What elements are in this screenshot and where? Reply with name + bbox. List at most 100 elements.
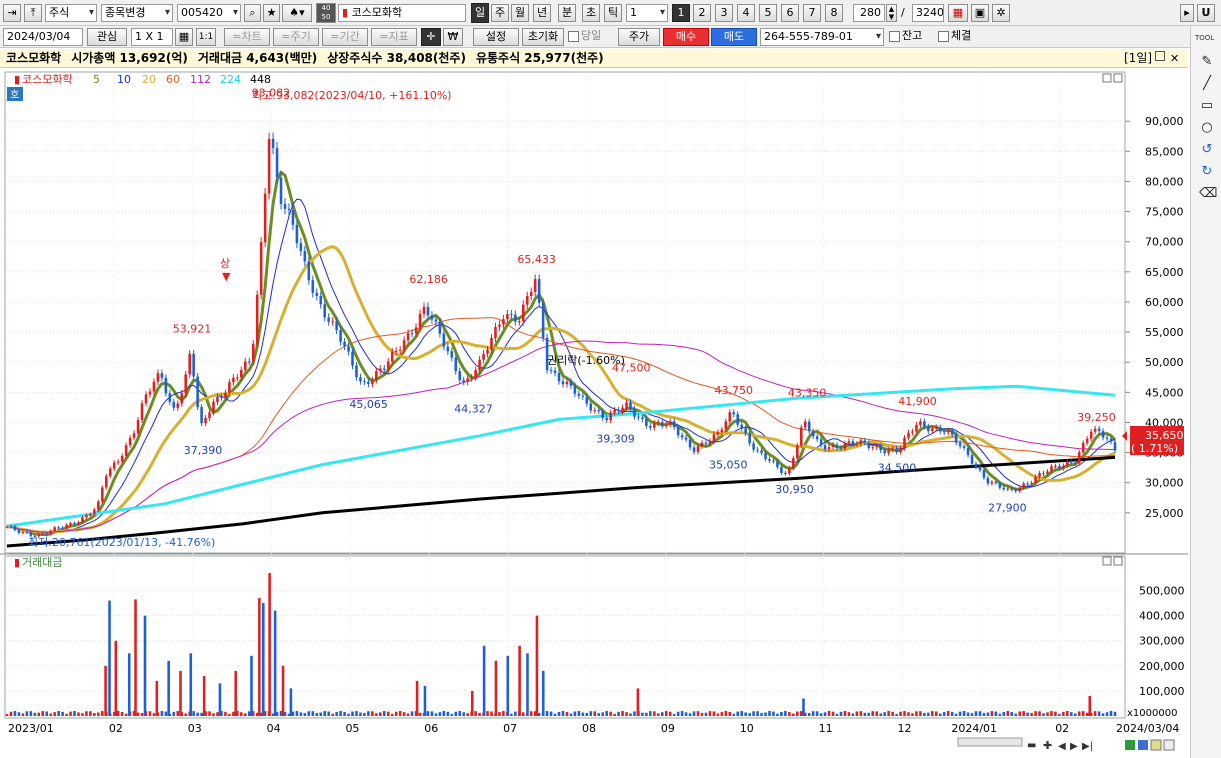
print-icon[interactable]: [1150, 739, 1162, 751]
star-icon[interactable]: ★: [263, 4, 280, 22]
stock-code-input[interactable]: 005420: [177, 4, 241, 22]
period-second-button[interactable]: 초: [582, 4, 600, 22]
dock-right-icon[interactable]: ▸: [1180, 4, 1194, 22]
candle-body: [208, 412, 211, 419]
period-minute-button[interactable]: 분: [558, 4, 576, 22]
candle-body: [712, 434, 716, 441]
minimize-icon[interactable]: [1155, 51, 1165, 61]
reset-button[interactable]: 초기화: [522, 28, 564, 46]
settings-button[interactable]: 설정: [473, 28, 519, 46]
price-button[interactable]: 주가: [618, 28, 660, 46]
save-disk-icon[interactable]: [1138, 740, 1148, 750]
watchlist-button[interactable]: 관심: [87, 28, 127, 46]
indicator-toggle-button[interactable]: =지표: [371, 28, 417, 46]
candle-body: [962, 446, 966, 448]
calendar-grid-icon[interactable]: ▦: [175, 28, 193, 46]
volume-bar: [339, 710, 342, 716]
gear-icon[interactable]: ✲: [992, 4, 1010, 22]
volume-bar: [112, 711, 116, 716]
volume-bar: [768, 711, 771, 716]
candle-body: [172, 401, 176, 408]
rank-badge[interactable]: 40 50: [316, 3, 336, 23]
excel-icon[interactable]: [1125, 740, 1135, 750]
buy-button[interactable]: 매수: [663, 28, 709, 46]
scroll-end-icon[interactable]: ▶|: [1082, 741, 1093, 752]
won-button[interactable]: ₩: [443, 28, 463, 46]
volume-bar: [335, 711, 338, 716]
page-5-button[interactable]: 5: [759, 4, 777, 22]
undo-icon[interactable]: ↺: [1201, 142, 1213, 157]
dock-icon[interactable]: ⇥: [3, 4, 21, 22]
bar-count-input[interactable]: 280: [853, 4, 885, 22]
candle-body: [903, 437, 906, 448]
expand-icon[interactable]: [1163, 739, 1175, 751]
volume-bar: [259, 712, 263, 716]
zoom-slider[interactable]: [957, 737, 1023, 747]
period-year-button[interactable]: 년: [533, 4, 551, 22]
candle-body: [402, 340, 406, 350]
volume-bar: [784, 710, 787, 716]
period-value-select[interactable]: 1: [626, 4, 668, 22]
rectangle-icon[interactable]: ▭: [1200, 98, 1214, 113]
chart-toggle-button[interactable]: =차트: [224, 28, 270, 46]
redo-icon[interactable]: ↻: [1201, 164, 1213, 179]
candle-type-icon[interactable]: ▦: [948, 4, 968, 22]
period-month-button[interactable]: 월: [511, 4, 529, 22]
pencil-icon[interactable]: ✎: [1201, 54, 1213, 69]
period-toggle-button[interactable]: =기간: [322, 28, 368, 46]
save-icon[interactable]: ▣: [971, 4, 989, 22]
stock-chart[interactable]: 25,00030,00035,00040,00045,00050,00055,0…: [0, 68, 1188, 758]
search-icon[interactable]: ⌕: [244, 4, 261, 22]
sell-button[interactable]: 매도: [711, 28, 757, 46]
date-input[interactable]: 2024/03/04: [3, 28, 83, 46]
close-icon[interactable]: ✕: [1170, 52, 1180, 65]
page-4-button[interactable]: 4: [737, 4, 755, 22]
candle-body: [1093, 428, 1097, 432]
volume-bar: [744, 712, 747, 716]
page-7-button[interactable]: 7: [803, 4, 821, 22]
page-2-button[interactable]: 2: [693, 4, 711, 22]
line-icon[interactable]: ╱: [1203, 76, 1211, 91]
count-stepper-icon[interactable]: ▲ ▼: [886, 4, 897, 22]
scroll-right-icon[interactable]: ▶: [1070, 741, 1078, 752]
page-1-button[interactable]: 1: [672, 4, 690, 22]
account-select[interactable]: 264-555-789-01: [760, 28, 884, 46]
period-tick-button[interactable]: 틱: [604, 4, 622, 22]
panel-restore-icon[interactable]: [1102, 73, 1112, 83]
candle-body: [1081, 442, 1085, 453]
candle-body: [232, 377, 235, 383]
cycle-toggle-button[interactable]: =주기: [273, 28, 319, 46]
stock-name-field[interactable]: ▮ 코스모화학: [338, 4, 466, 22]
period-day-button[interactable]: 일: [471, 3, 489, 23]
eraser-icon[interactable]: ⌫: [1199, 186, 1218, 201]
execution-checkbox[interactable]: [938, 31, 949, 42]
layout-field[interactable]: 1 X 1: [131, 28, 173, 46]
market-select[interactable]: 주식: [45, 4, 97, 22]
ma20-line: [6, 245, 1116, 534]
volume-bar: [1085, 712, 1089, 716]
spade-menu-icon[interactable]: ♠▾: [282, 4, 312, 22]
panel-close-icon[interactable]: [1113, 73, 1123, 83]
volume-bar: [708, 711, 712, 716]
candle-body: [1022, 483, 1025, 488]
page-8-button[interactable]: 8: [825, 4, 843, 22]
circle-icon[interactable]: ○: [1201, 120, 1213, 135]
page-6-button[interactable]: 6: [781, 4, 799, 22]
zoom-out-icon[interactable]: ▬: [1027, 740, 1036, 751]
page-3-button[interactable]: 3: [715, 4, 733, 22]
stock-menu-select[interactable]: 종목변경: [101, 4, 173, 22]
zoom-in-icon[interactable]: ✚: [1043, 739, 1052, 752]
one-to-one-button[interactable]: 1:1: [196, 28, 216, 46]
price-tick-label: 65,000: [1145, 266, 1184, 279]
volume-close-icon[interactable]: [1113, 556, 1123, 566]
balance-checkbox[interactable]: [889, 31, 900, 42]
candle-body: [1097, 428, 1101, 432]
period-week-button[interactable]: 주: [491, 4, 509, 22]
same-day-checkbox[interactable]: [568, 31, 579, 42]
crosshair-icon[interactable]: ✛: [421, 28, 441, 46]
volume-restore-icon[interactable]: [1102, 556, 1112, 566]
user-button[interactable]: U: [1197, 4, 1215, 22]
volume-bar: [347, 713, 350, 716]
scroll-left-icon[interactable]: ◀: [1058, 741, 1066, 752]
pin-icon[interactable]: ⤒: [24, 4, 42, 22]
